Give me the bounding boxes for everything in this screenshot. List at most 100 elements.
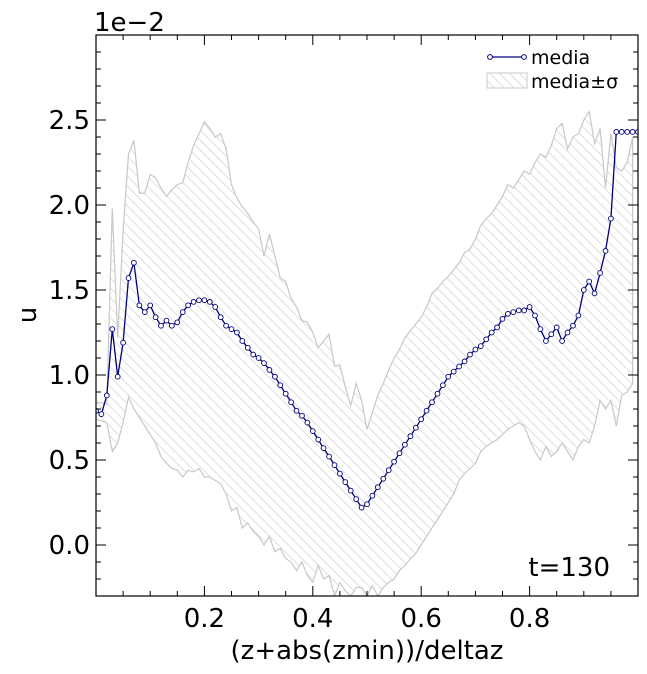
media-point — [223, 322, 229, 329]
media-point — [521, 307, 528, 314]
media-point — [342, 479, 349, 485]
media-point — [580, 287, 587, 293]
media-point — [510, 309, 517, 315]
media-point — [288, 399, 294, 406]
media-point — [109, 326, 116, 332]
media-point — [131, 259, 137, 266]
media-point — [570, 322, 576, 329]
media-point — [434, 390, 441, 397]
media-point — [467, 351, 473, 358]
media-point — [391, 458, 397, 465]
y-offset-label: 1e−2 — [94, 8, 165, 38]
legend-media-marker-right — [521, 54, 527, 60]
media-point — [125, 275, 132, 281]
y-axis-title: u — [13, 307, 43, 323]
media-point — [613, 129, 620, 135]
media-point — [250, 351, 257, 358]
y-tick-label: 1.5 — [49, 276, 90, 306]
media-point — [532, 312, 538, 319]
media-point — [174, 319, 181, 326]
media-point — [228, 326, 235, 332]
media-point — [358, 504, 365, 511]
media-point — [206, 299, 213, 305]
media-point — [537, 326, 544, 332]
media-point — [141, 309, 148, 315]
media-point — [559, 338, 565, 344]
legend: media media±σ — [486, 47, 618, 93]
legend-band-label: media±σ — [531, 71, 618, 93]
media-point — [456, 363, 462, 370]
media-point — [515, 307, 522, 314]
media-point — [282, 390, 289, 397]
media-point — [553, 324, 560, 331]
media-point — [304, 419, 311, 426]
media-point — [277, 382, 284, 389]
media-point — [152, 314, 159, 321]
media-point — [272, 373, 278, 380]
media-point — [543, 338, 549, 344]
media-point — [488, 329, 495, 336]
media-point — [103, 392, 110, 399]
media-point — [185, 302, 191, 309]
x-tick-label: 0.4 — [292, 604, 333, 634]
media-point — [597, 270, 603, 276]
media-point — [402, 441, 408, 448]
media-point — [591, 290, 598, 297]
media-point — [169, 322, 175, 329]
media-point — [505, 310, 511, 317]
media-point — [629, 129, 636, 135]
media-point — [331, 462, 338, 468]
media-point — [98, 411, 105, 417]
media-point — [244, 344, 251, 351]
media-point — [472, 346, 479, 353]
media-point — [418, 416, 425, 423]
media-point — [196, 297, 202, 304]
media-point — [494, 324, 500, 331]
media-point — [190, 299, 197, 305]
media-point — [136, 302, 143, 309]
media-point — [255, 355, 262, 361]
media-point — [326, 453, 332, 460]
media-point — [461, 358, 468, 365]
media-point — [114, 373, 121, 380]
media-point — [201, 297, 208, 304]
x-tick-label: 0.8 — [509, 604, 550, 634]
legend-band-swatch — [486, 72, 528, 89]
time-annotation: t=130 — [528, 553, 610, 583]
media-point — [385, 467, 392, 474]
media-point — [564, 329, 571, 336]
media-point — [364, 501, 370, 508]
media-point — [147, 302, 154, 309]
media-point — [380, 475, 387, 482]
media-point — [369, 492, 376, 499]
media-point — [347, 487, 354, 494]
media-point — [602, 248, 609, 254]
legend-media-marker-left — [487, 54, 493, 60]
media-point — [608, 215, 614, 222]
media-point — [499, 316, 506, 322]
media-point — [374, 484, 381, 491]
media-point — [353, 496, 360, 502]
media-point — [212, 304, 219, 310]
media-point — [396, 450, 403, 457]
media-point — [309, 428, 316, 434]
media-point — [412, 424, 419, 431]
media-point — [234, 329, 240, 336]
media-point — [618, 129, 625, 135]
media-point — [477, 343, 484, 349]
media-point — [299, 412, 305, 419]
x-tick-label: 0.6 — [401, 604, 442, 634]
legend-media-label: media — [531, 47, 590, 69]
media-point — [239, 338, 246, 344]
media-point — [179, 309, 186, 315]
media-point — [483, 336, 490, 343]
media-point — [429, 399, 435, 406]
x-axis-title: (z+abs(zmin))/deltaz — [231, 636, 504, 666]
media-point — [217, 314, 224, 321]
y-tick-label: 2.5 — [49, 106, 90, 136]
media-point — [548, 331, 555, 338]
media-point — [261, 360, 267, 366]
y-tick-label: 0.0 — [49, 531, 90, 561]
